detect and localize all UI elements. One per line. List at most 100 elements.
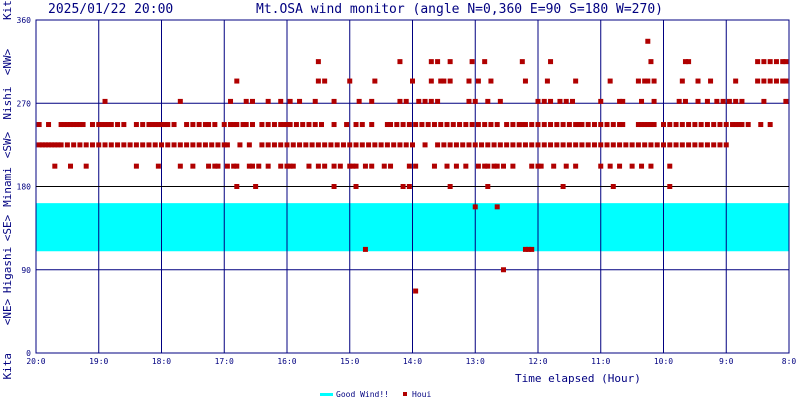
legend: Good Wind!! Houi bbox=[320, 390, 431, 399]
y-tick-label: 90 bbox=[21, 266, 31, 275]
data-point bbox=[133, 163, 139, 169]
data-point bbox=[353, 142, 359, 148]
data-point bbox=[610, 122, 616, 128]
data-point bbox=[221, 122, 227, 128]
data-point bbox=[177, 142, 183, 148]
data-point bbox=[215, 142, 221, 148]
data-point bbox=[522, 142, 528, 148]
data-point bbox=[71, 122, 77, 128]
data-point bbox=[717, 142, 723, 148]
legend-houi-label: Houi bbox=[412, 390, 431, 399]
data-point bbox=[544, 78, 550, 84]
data-point bbox=[234, 163, 240, 169]
data-point bbox=[388, 163, 394, 169]
x-tick-label: 16:0 bbox=[277, 357, 296, 366]
data-point bbox=[444, 163, 450, 169]
data-point bbox=[400, 122, 406, 128]
data-point bbox=[573, 142, 579, 148]
data-point bbox=[328, 142, 334, 148]
data-point bbox=[570, 98, 576, 104]
data-point bbox=[234, 78, 240, 84]
data-point bbox=[133, 142, 139, 148]
data-point bbox=[306, 122, 312, 128]
data-point bbox=[171, 122, 177, 128]
data-point bbox=[431, 122, 437, 128]
data-point bbox=[155, 163, 161, 169]
data-point bbox=[500, 163, 506, 169]
data-point bbox=[249, 98, 255, 104]
data-point bbox=[485, 142, 491, 148]
data-point bbox=[431, 163, 437, 169]
data-point bbox=[265, 163, 271, 169]
data-point bbox=[773, 59, 779, 65]
data-point bbox=[96, 122, 102, 128]
data-point bbox=[522, 122, 528, 128]
data-point bbox=[435, 98, 441, 104]
data-point bbox=[42, 142, 48, 148]
data-point bbox=[494, 122, 500, 128]
data-point bbox=[162, 122, 168, 128]
data-point bbox=[212, 122, 218, 128]
data-point bbox=[49, 142, 55, 148]
data-point bbox=[469, 59, 475, 65]
data-point bbox=[441, 78, 447, 84]
data-point bbox=[730, 122, 736, 128]
data-point bbox=[695, 78, 701, 84]
data-point bbox=[598, 142, 604, 148]
x-axis-label: Time elapsed (Hour) bbox=[515, 372, 641, 385]
data-point bbox=[39, 142, 45, 148]
data-point bbox=[761, 78, 767, 84]
data-point bbox=[340, 142, 346, 148]
data-point bbox=[278, 142, 284, 148]
timestamp: 2025/01/22 20:00 bbox=[48, 2, 173, 17]
data-point bbox=[485, 184, 491, 189]
data-point bbox=[234, 122, 240, 128]
data-point bbox=[108, 142, 114, 148]
data-point bbox=[573, 78, 579, 84]
data-point bbox=[359, 122, 365, 128]
data-point bbox=[381, 163, 387, 169]
data-point bbox=[620, 122, 626, 128]
data-point bbox=[290, 163, 296, 169]
data-point bbox=[259, 142, 265, 148]
data-point bbox=[585, 122, 591, 128]
data-point bbox=[249, 163, 255, 169]
data-point bbox=[783, 98, 789, 104]
data-point bbox=[598, 163, 604, 169]
data-point bbox=[667, 122, 673, 128]
data-point bbox=[89, 122, 95, 128]
legend-houi-swatch bbox=[403, 392, 407, 396]
data-point bbox=[698, 142, 704, 148]
data-point bbox=[686, 142, 692, 148]
data-point bbox=[472, 204, 478, 210]
data-point bbox=[733, 98, 739, 104]
data-point bbox=[717, 122, 723, 128]
data-point bbox=[704, 142, 710, 148]
data-point bbox=[686, 122, 692, 128]
data-point bbox=[416, 98, 422, 104]
data-point bbox=[479, 142, 485, 148]
y-axis-direction-label: Nishi bbox=[1, 86, 14, 119]
data-point bbox=[435, 59, 441, 65]
data-point bbox=[68, 163, 74, 169]
data-point bbox=[692, 142, 698, 148]
data-point bbox=[682, 98, 688, 104]
data-point bbox=[551, 163, 557, 169]
data-point bbox=[780, 78, 786, 84]
data-point bbox=[344, 122, 350, 128]
data-point bbox=[265, 98, 271, 104]
data-point bbox=[146, 122, 152, 128]
y-axis-direction-label: <NW> bbox=[1, 48, 14, 75]
data-point bbox=[190, 122, 196, 128]
data-point bbox=[642, 142, 648, 148]
data-point bbox=[736, 122, 742, 128]
data-point bbox=[372, 78, 378, 84]
data-point bbox=[196, 122, 202, 128]
data-point bbox=[353, 184, 359, 189]
data-point bbox=[140, 142, 146, 148]
data-point bbox=[604, 122, 610, 128]
data-point bbox=[535, 163, 541, 169]
data-point bbox=[265, 142, 271, 148]
data-point bbox=[466, 98, 472, 104]
data-point bbox=[315, 163, 321, 169]
